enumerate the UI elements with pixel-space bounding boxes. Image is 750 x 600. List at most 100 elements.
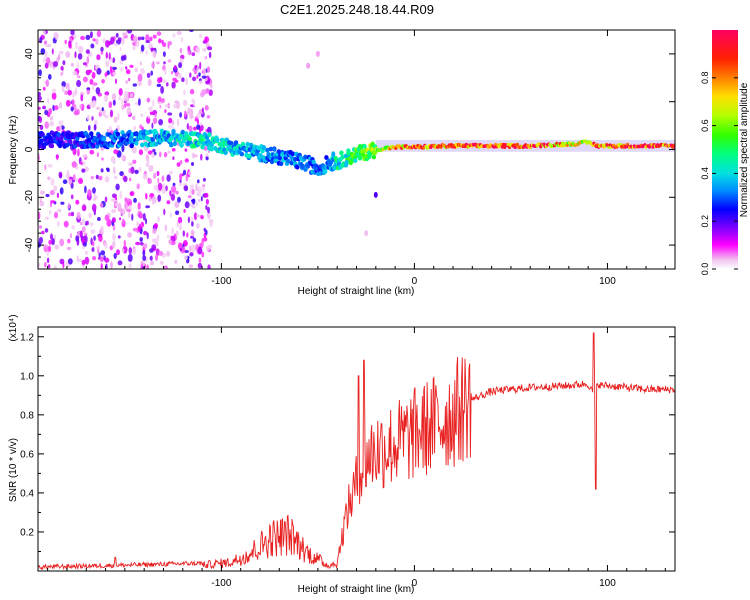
heatmap-cell	[117, 235, 121, 239]
heatmap-cell	[51, 48, 54, 55]
heatmap-cell	[108, 126, 113, 132]
heatmap-cell	[112, 166, 116, 175]
heatmap-cell	[41, 230, 45, 235]
heatmap-cell	[184, 201, 190, 209]
heatmap-cell	[109, 109, 114, 118]
heatmap-cell	[53, 185, 58, 192]
heatmap-cell	[65, 83, 69, 89]
heatmap-cell	[165, 185, 168, 192]
heatmap-cell	[73, 110, 79, 116]
heatmap-cell	[67, 202, 71, 210]
heatmap-cell	[169, 213, 172, 218]
heatmap-cell	[82, 62, 87, 66]
heatmap-cell	[104, 214, 110, 221]
heatmap-cell	[114, 202, 119, 207]
heatmap-cell	[72, 70, 78, 76]
heatmap-cell	[131, 248, 136, 255]
heatmap-cell	[112, 66, 117, 70]
heatmap-cell	[91, 116, 94, 121]
heatmap-cell	[140, 68, 145, 75]
spectrogram-x-label: Height of straight line (km)	[298, 286, 415, 297]
heatmap-cell	[52, 104, 55, 112]
heatmap-cell	[198, 257, 202, 263]
heatmap-cell	[166, 235, 170, 239]
heatmap-cell	[191, 52, 196, 57]
heatmap-cell	[178, 62, 183, 69]
heatmap-cell	[43, 30, 46, 37]
heatmap-cell	[117, 260, 123, 266]
heatmap-cell	[193, 212, 198, 221]
heatmap-cell	[192, 198, 196, 205]
heatmap-cell	[147, 178, 152, 185]
heatmap-cell	[153, 172, 157, 179]
heatmap-cell	[175, 210, 180, 216]
heatmap-cell	[129, 92, 134, 98]
heatmap-cell	[64, 90, 68, 96]
heatmap-cell	[46, 250, 49, 256]
heatmap-cell	[125, 69, 131, 75]
heatmap-cell	[192, 76, 197, 82]
heatmap-cell	[360, 149, 365, 154]
heatmap-cell	[96, 106, 100, 110]
heatmap-cell	[92, 256, 97, 261]
heatmap-cell	[179, 222, 182, 229]
heatmap-cell	[196, 124, 201, 130]
heatmap-cell	[49, 209, 52, 215]
heatmap-cell	[47, 245, 52, 253]
heatmap-cell	[74, 178, 78, 182]
heatmap-cell	[39, 138, 44, 144]
heatmap-cell	[372, 150, 378, 156]
heatmap-cell	[132, 83, 137, 87]
heatmap-cell	[191, 230, 195, 237]
heatmap-cell	[196, 191, 202, 197]
heatmap-cell	[104, 114, 109, 119]
heatmap-cell	[139, 242, 144, 246]
heatmap-cell	[123, 90, 129, 99]
heatmap-cell	[108, 52, 111, 60]
heatmap-cell	[184, 148, 188, 152]
heatmap-cell	[86, 114, 90, 121]
heatmap-cell	[324, 155, 329, 160]
y-tick-label: 0.2	[20, 527, 34, 538]
heatmap-cell	[61, 81, 66, 88]
heatmap-cell	[137, 36, 142, 41]
heatmap-cell	[215, 137, 220, 143]
heatmap-cell	[104, 72, 108, 77]
heatmap-cell	[353, 158, 358, 164]
heatmap-cell	[157, 182, 163, 191]
heatmap-cell	[205, 198, 209, 205]
y-tick-label: 1.2	[20, 332, 34, 343]
heatmap-cell	[306, 62, 311, 69]
heatmap-cell	[145, 218, 147, 225]
heatmap-cell	[125, 80, 128, 84]
heatmap-cell	[162, 42, 167, 48]
heatmap-cell	[189, 114, 194, 120]
heatmap-cell	[51, 238, 55, 246]
heatmap-cell	[117, 112, 120, 121]
heatmap-cell	[70, 30, 75, 36]
heatmap-cell	[179, 173, 183, 181]
heatmap-cell	[109, 245, 114, 251]
heatmap-cell	[192, 154, 198, 158]
heatmap-cell	[115, 183, 120, 191]
heatmap-cell	[145, 50, 148, 55]
heatmap-cell	[189, 187, 192, 196]
heatmap-cell	[44, 228, 49, 233]
heatmap-cell	[171, 227, 174, 235]
heatmap-cell	[192, 67, 196, 72]
heatmap-cell	[139, 81, 142, 86]
heatmap-cell	[69, 176, 74, 180]
heatmap-cell	[174, 201, 180, 209]
heatmap-cell	[158, 119, 164, 126]
heatmap-cell	[119, 47, 122, 51]
heatmap-cell	[146, 72, 151, 78]
heatmap-cell	[153, 223, 159, 229]
heatmap-cell	[117, 37, 122, 42]
heatmap-cell	[91, 143, 96, 149]
heatmap-cell	[44, 109, 49, 116]
heatmap-cell	[68, 139, 73, 145]
heatmap-cell	[122, 133, 128, 139]
heatmap-cell	[201, 75, 207, 79]
heatmap-cell	[204, 56, 208, 60]
colorbar-label: Normalized spectral amplitude	[739, 82, 750, 217]
